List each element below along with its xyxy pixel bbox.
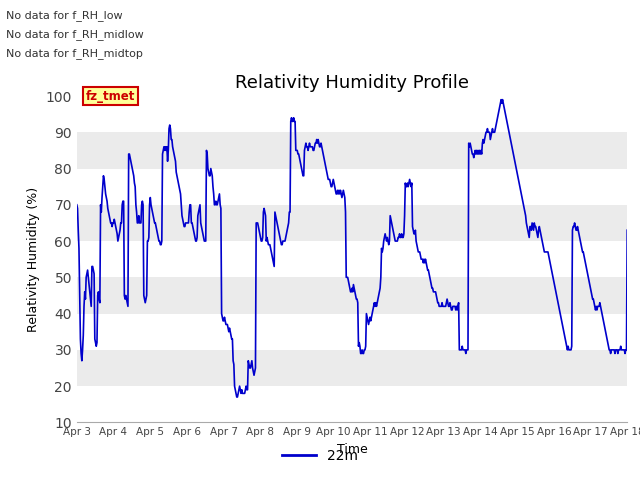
Bar <box>77 205 627 241</box>
Bar <box>77 277 627 313</box>
Title: Relativity Humidity Profile: Relativity Humidity Profile <box>235 73 469 92</box>
Bar <box>77 386 627 422</box>
Bar <box>77 132 627 168</box>
Bar <box>77 96 627 132</box>
Bar <box>77 350 627 386</box>
Bar <box>77 168 627 205</box>
Text: No data for f_RH_midtop: No data for f_RH_midtop <box>6 48 143 59</box>
Bar <box>77 313 627 350</box>
Y-axis label: Relativity Humidity (%): Relativity Humidity (%) <box>27 187 40 332</box>
Legend: 22m: 22m <box>276 443 364 468</box>
Bar <box>77 241 627 277</box>
Text: No data for f_RH_midlow: No data for f_RH_midlow <box>6 29 144 40</box>
Text: fz_tmet: fz_tmet <box>86 89 135 103</box>
X-axis label: Time: Time <box>337 443 367 456</box>
Text: No data for f_RH_low: No data for f_RH_low <box>6 10 123 21</box>
